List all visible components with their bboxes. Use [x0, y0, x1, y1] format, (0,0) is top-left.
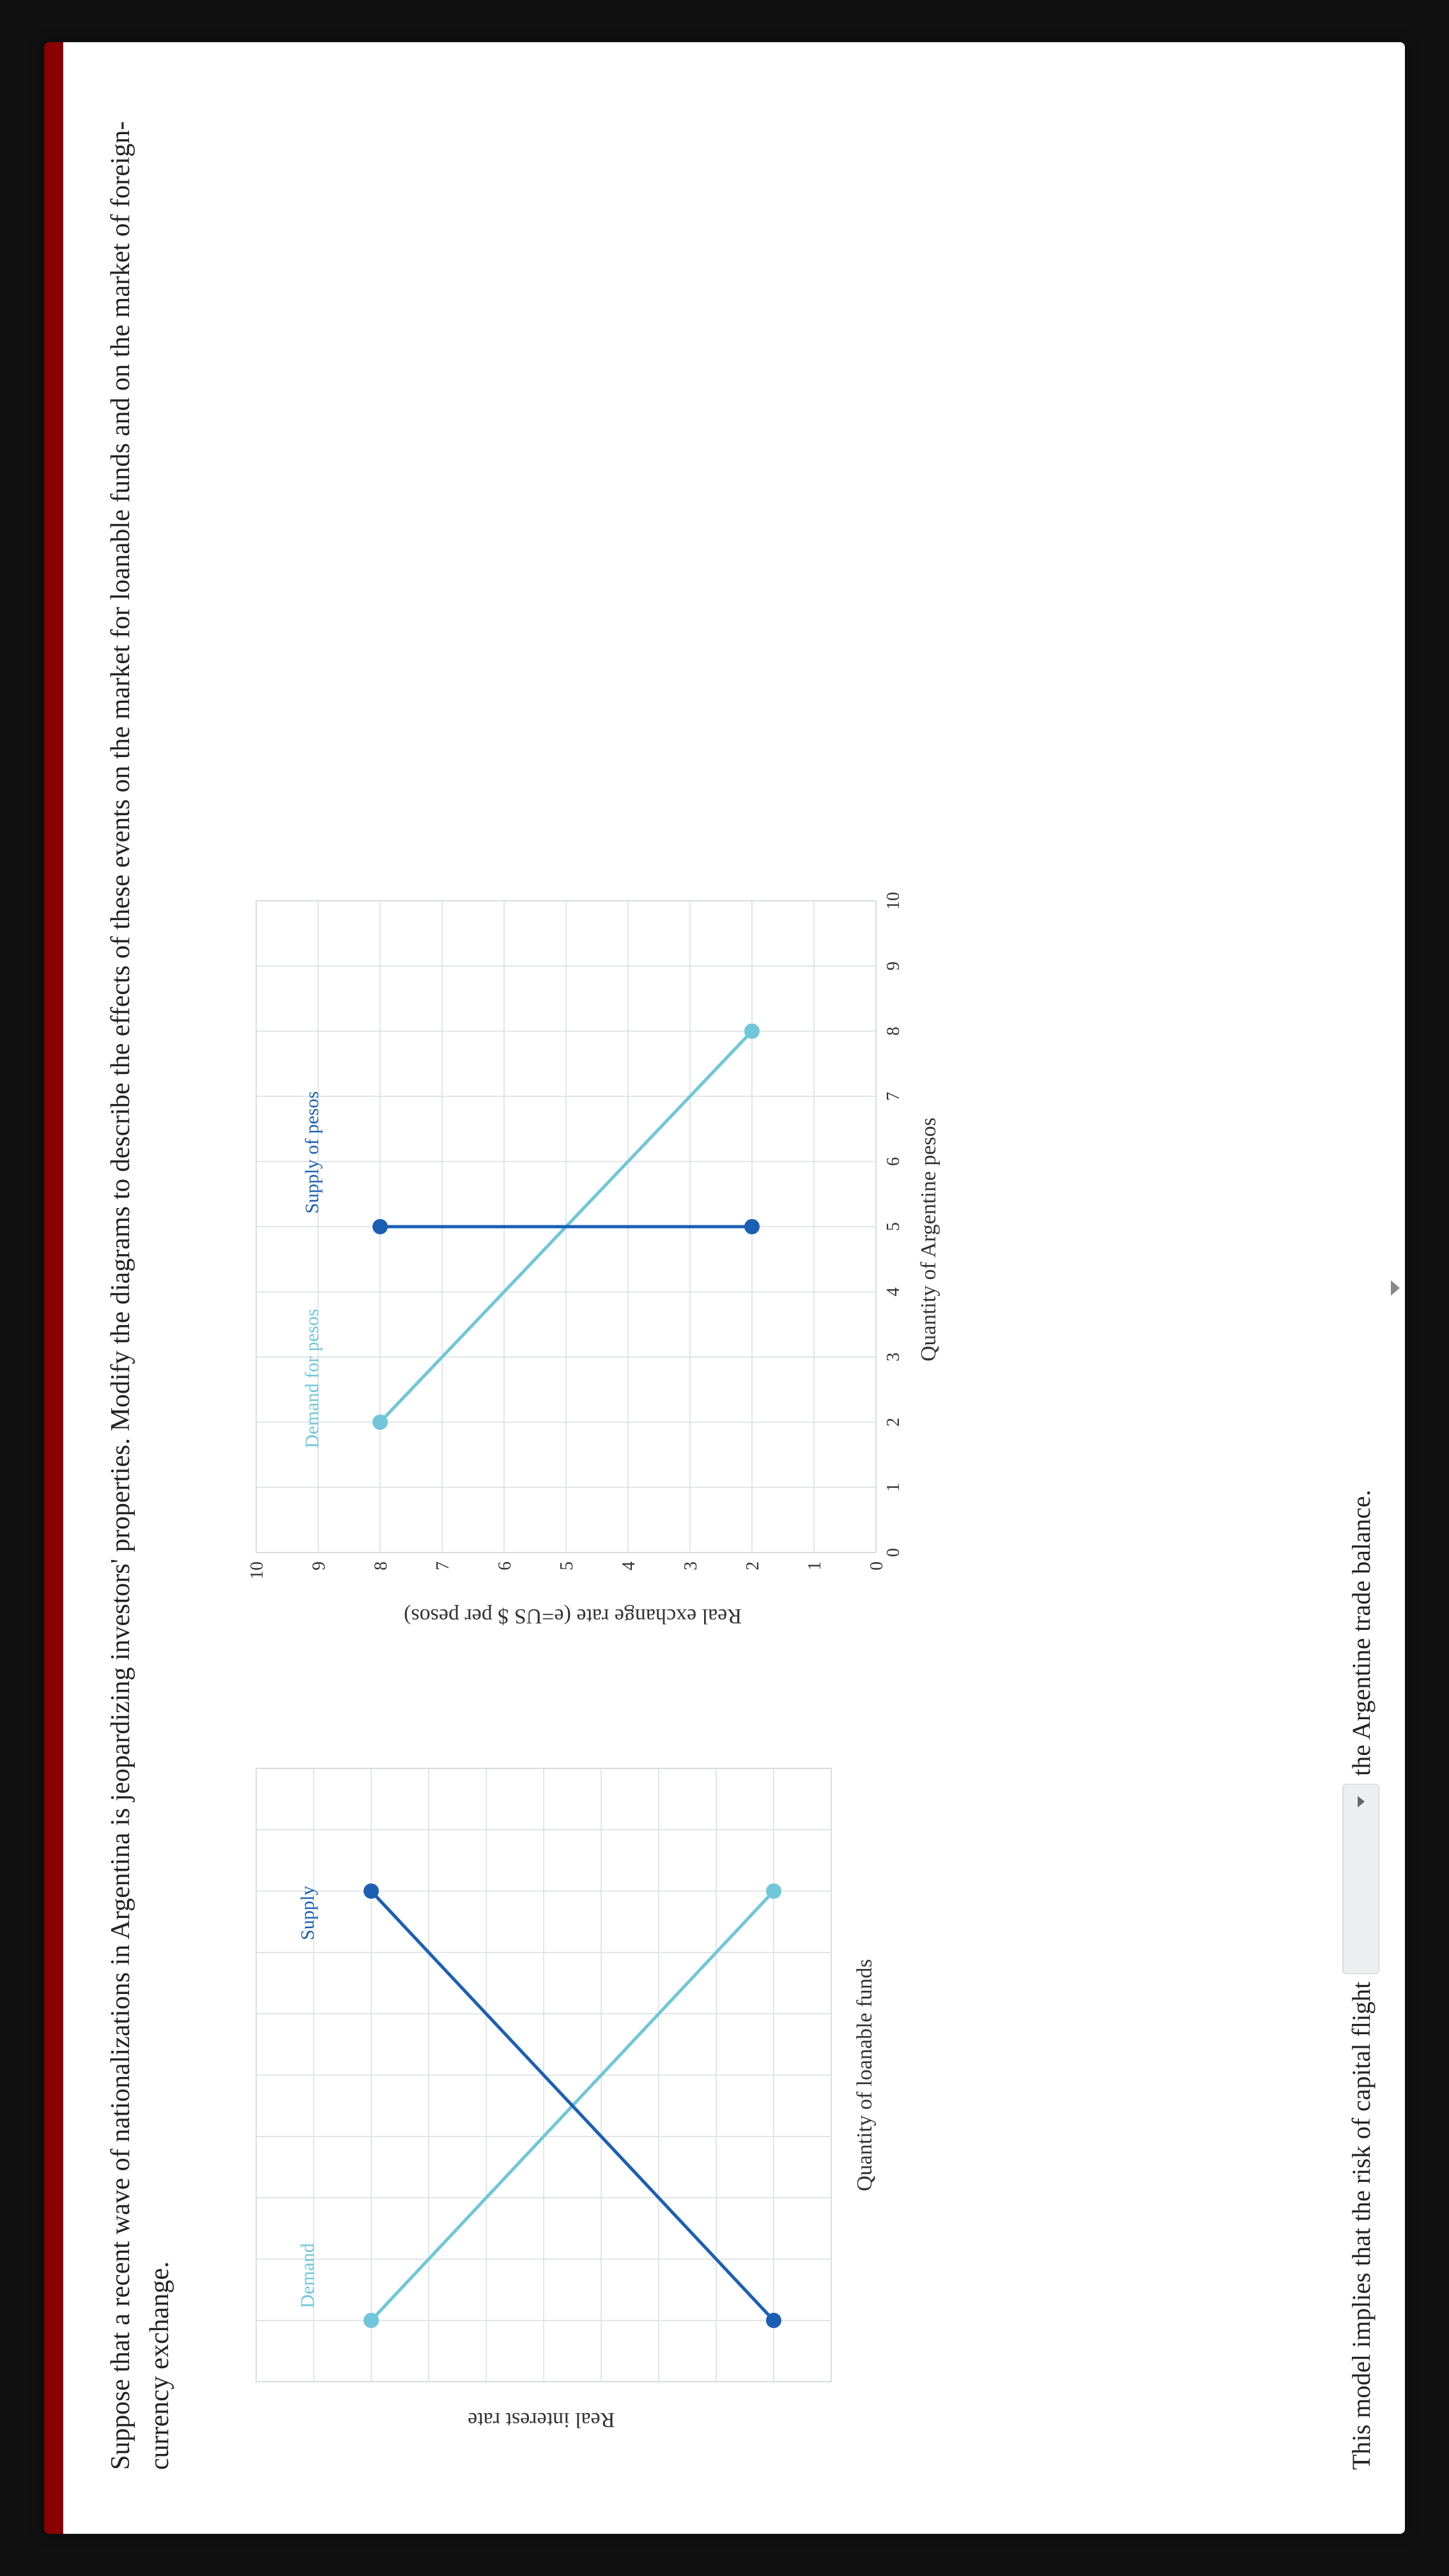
- answer-sentence: This model implies that the risk of capi…: [1342, 106, 1379, 2470]
- answer-dropdown[interactable]: [1342, 1784, 1379, 1974]
- svg-text:Supply: Supply: [297, 1886, 318, 1940]
- chart1-xlabel: Quantity of loanable funds: [853, 1959, 877, 2191]
- svg-text:6: 6: [884, 1157, 903, 1166]
- chart2-ylabel: Real exchange rate (e=US $ per pesos): [404, 1604, 742, 1628]
- svg-text:2: 2: [743, 1561, 763, 1570]
- svg-text:4: 4: [884, 1287, 903, 1296]
- svg-text:2: 2: [884, 1418, 903, 1427]
- chart2-svg[interactable]: 0 1 2 3 4 5 6 7 8 9 10 0 1 2 3 4 5 6 7 8 9 10 Demand for pesos…: [205, 888, 908, 1591]
- viewport: Suppose that a recent wave of nationaliz…: [0, 0, 1449, 2576]
- scroll-down-icon[interactable]: [1391, 1280, 1400, 1296]
- question-text: Suppose that a recent wave of nationaliz…: [102, 106, 180, 2470]
- svg-text:0: 0: [884, 1548, 903, 1557]
- page-content: Suppose that a recent wave of nationaliz…: [63, 42, 1405, 2534]
- rotated-page: Suppose that a recent wave of nationaliz…: [0, 0, 1449, 2576]
- svg-text:4: 4: [619, 1561, 639, 1570]
- chart-foreign-exchange[interactable]: Real exchange rate (e=US $ per pesos) 0 1…: [205, 888, 941, 1628]
- svg-text:1: 1: [805, 1561, 825, 1570]
- svg-text:3: 3: [884, 1353, 903, 1361]
- chart2-xlabel: Quantity of Argentine pesos: [917, 1117, 941, 1361]
- chart1-ylabel: Real interest rate: [468, 2407, 615, 2432]
- svg-text:5: 5: [557, 1561, 577, 1570]
- svg-text:9: 9: [309, 1561, 329, 1570]
- svg-text:Demand for pesos: Demand for pesos: [302, 1309, 323, 1448]
- svg-text:0: 0: [867, 1561, 887, 1570]
- svg-text:3: 3: [681, 1561, 701, 1570]
- svg-text:10: 10: [884, 892, 903, 910]
- svg-text:6: 6: [495, 1561, 515, 1570]
- svg-text:Demand: Demand: [297, 2243, 318, 2308]
- charts-row: Real interest rate Demand Supply Quantity…: [205, 106, 1323, 2432]
- chart1-svg[interactable]: Demand Supply: [205, 1756, 844, 2395]
- svg-text:9: 9: [884, 962, 903, 970]
- chevron-down-icon: [1358, 1796, 1365, 1807]
- svg-text:8: 8: [884, 1027, 903, 1036]
- answer-suffix: the Argentine trade balance.: [1346, 1490, 1376, 1776]
- svg-text:8: 8: [371, 1561, 391, 1570]
- chart-loanable-funds[interactable]: Real interest rate Demand Supply Quantity…: [205, 1756, 877, 2432]
- answer-prefix: This model implies that the risk of capi…: [1346, 1982, 1376, 2470]
- browser-window: Suppose that a recent wave of nationaliz…: [44, 42, 1405, 2534]
- svg-text:7: 7: [884, 1092, 903, 1101]
- svg-text:5: 5: [884, 1222, 903, 1231]
- svg-text:Supply of pesos: Supply of pesos: [302, 1091, 323, 1214]
- svg-text:10: 10: [247, 1561, 267, 1579]
- svg-text:1: 1: [884, 1483, 903, 1492]
- svg-text:7: 7: [433, 1561, 453, 1570]
